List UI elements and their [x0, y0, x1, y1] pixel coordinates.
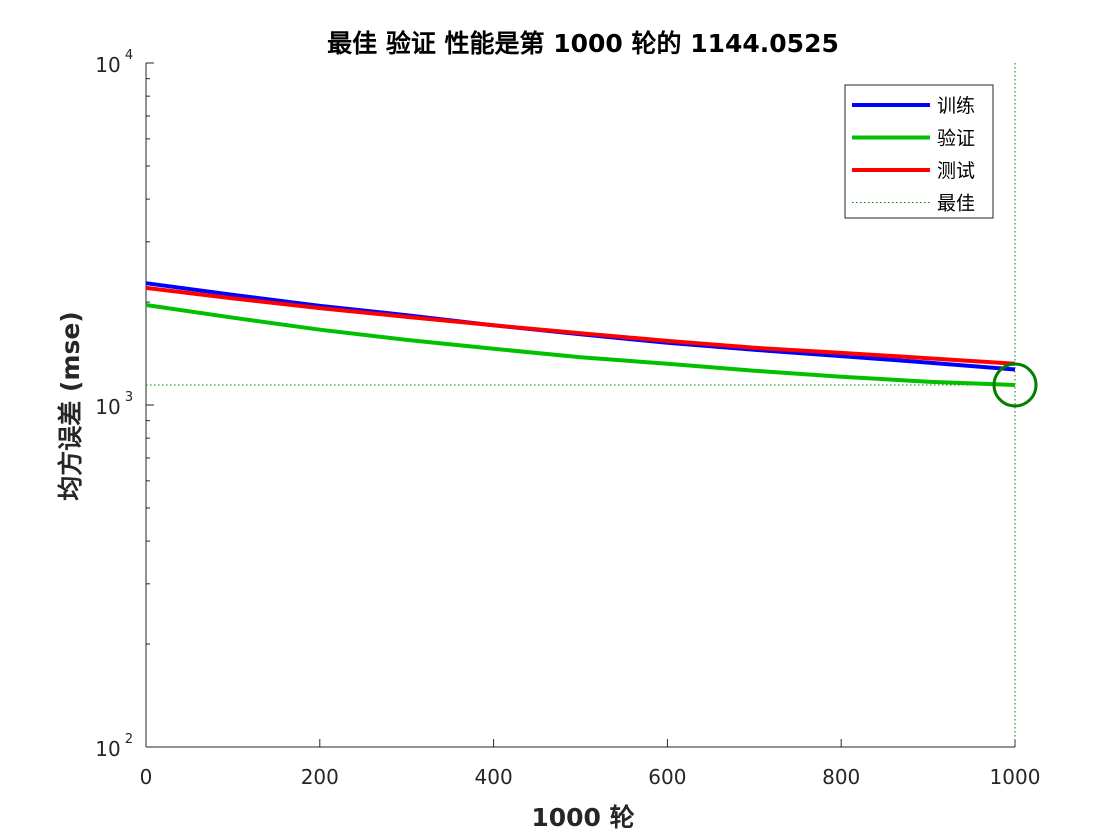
x-tick-label: 600: [648, 765, 686, 789]
series-layer: [145, 63, 1038, 747]
chart-title: 最佳 验证 性能是第 1000 轮的 1144.0525: [327, 29, 839, 58]
best-point-marker: [992, 362, 1038, 408]
x-tick-label: 0: [140, 765, 153, 789]
series-line-验证: [145, 303, 1016, 387]
y-axis-label: 均方误差 (mse): [56, 311, 85, 500]
legend-label-最佳: 最佳: [937, 193, 975, 215]
y-tick-exponent: 4: [125, 48, 133, 63]
legend-box: [844, 84, 994, 219]
x-tick-label: 400: [475, 765, 513, 789]
y-tick-exponent: 3: [125, 390, 133, 405]
x-tick-label: 200: [301, 765, 339, 789]
legend-label-训练: 训练: [937, 95, 975, 117]
plot-axes: 0 200 400 600 800 1000 10 2 10 3 10 4: [95, 48, 1040, 789]
x-tick-label: 1000: [990, 765, 1041, 789]
y-tick-label: 10: [95, 395, 120, 419]
x-axis-label: 1000 轮: [531, 803, 634, 832]
series-line-测试: [145, 285, 1016, 366]
legend-label-验证: 验证: [937, 128, 975, 150]
legend-label-测试: 测试: [937, 160, 975, 182]
y-tick-label: 10: [95, 53, 120, 77]
y-tick-exponent: 2: [125, 732, 133, 747]
y-tick-label: 10: [95, 737, 120, 761]
x-tick-label: 800: [822, 765, 860, 789]
